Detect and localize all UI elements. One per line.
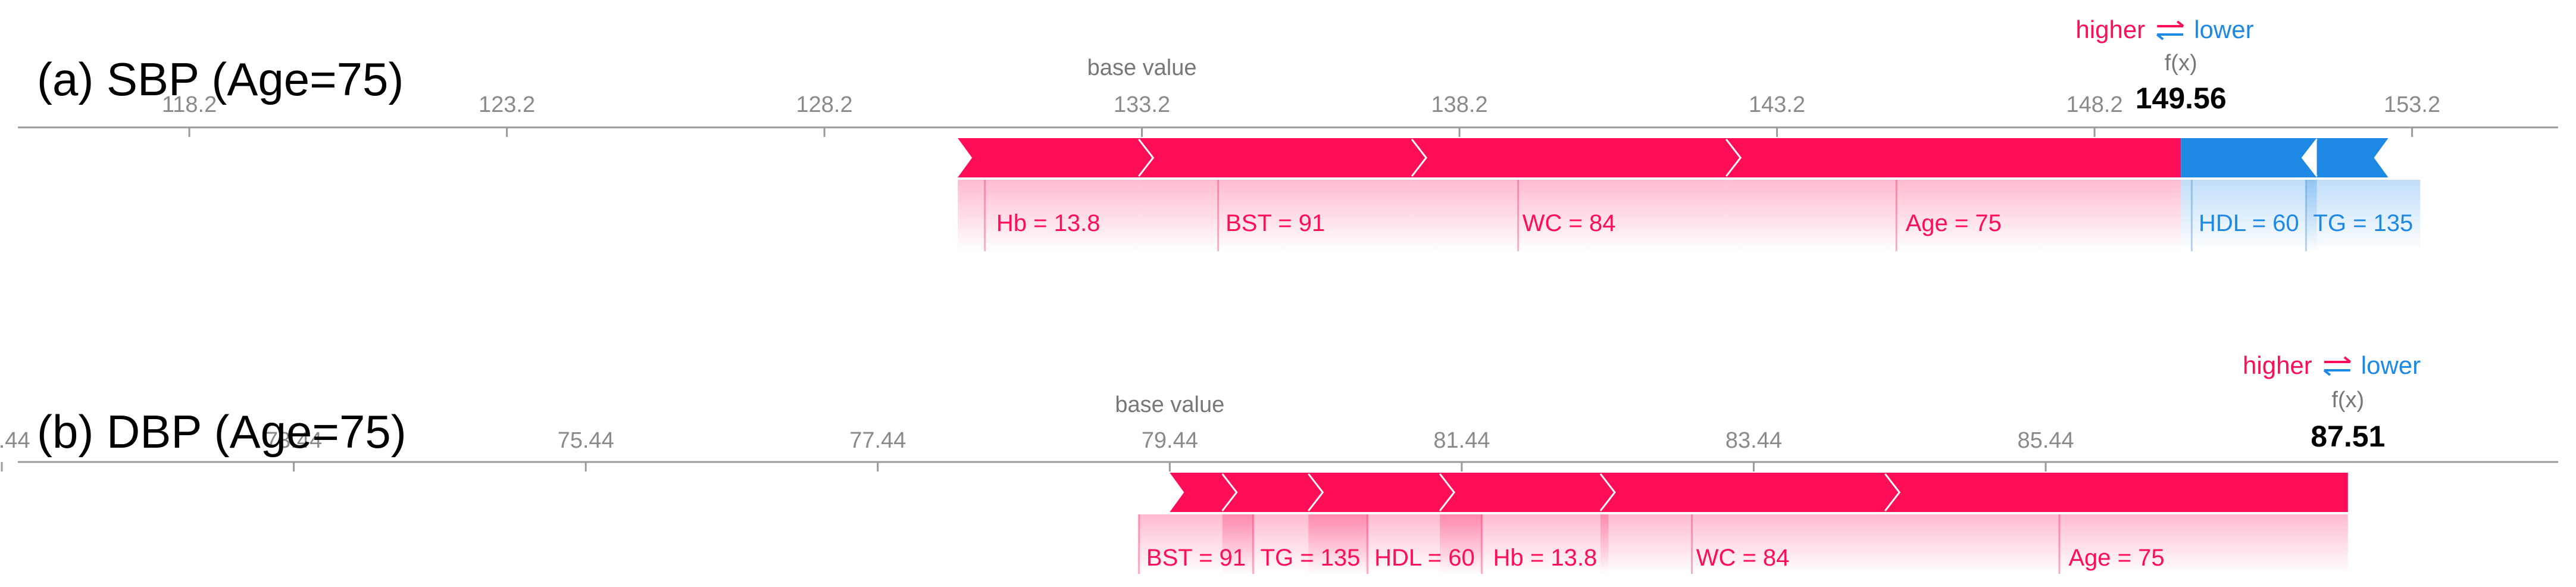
segment-divider: [1439, 473, 1455, 511]
positive-force-segment: [1222, 473, 1323, 512]
x-tick-label: 81.44: [1433, 428, 1490, 453]
positive-force-segment: [1885, 473, 2348, 512]
x-tick-label: 133.2: [1114, 92, 1170, 117]
panel-title: (a) SBP (Age=75): [37, 53, 404, 105]
feature-label: Age = 75: [1906, 210, 2002, 236]
feature-label: HDL = 60: [2199, 210, 2299, 236]
label-fade-column: [2181, 180, 2317, 251]
feature-label: TG = 135: [2313, 210, 2413, 236]
x-tick-label: 118.2: [162, 92, 217, 117]
fx-value: 149.56: [2136, 82, 2227, 115]
positive-force-segment: [1308, 473, 1455, 512]
x-tick-label: 75.44: [558, 428, 614, 453]
force-plot-panel-2: 71.44 73.44 75.44 77.44 79.44 81.44 83.44 85.44…: [0, 351, 2558, 574]
label-fade-column: [2306, 180, 2421, 251]
segment-divider: [1221, 473, 1238, 511]
positive-force-segment: [1170, 473, 1237, 512]
legend-lower-label: lower: [2361, 351, 2421, 379]
label-fade-column: [1726, 180, 2181, 251]
segment-divider: [2301, 139, 2318, 177]
segment-divider: [1884, 473, 1901, 511]
positive-force-segment: [1139, 138, 1427, 177]
feature-label: WC = 84: [1696, 545, 1790, 571]
feature-label: Age = 75: [2068, 545, 2164, 571]
legend-lower-label: lower: [2194, 15, 2253, 43]
label-fade-column: [1139, 180, 1412, 251]
x-tick-label: 138.2: [1431, 92, 1488, 117]
swap-arrows-icon: [2323, 356, 2352, 376]
label-fade-column: [958, 180, 1139, 251]
x-tick-label: 148.2: [2067, 92, 2123, 117]
swap-arrows-icon: [2156, 20, 2184, 40]
segment-divider: [1138, 139, 1155, 177]
x-tick-label: 85.44: [2017, 428, 2074, 453]
x-tick-label: 73.44: [265, 428, 322, 453]
legend: higher lower: [2243, 351, 2421, 379]
negative-force-segment: [2181, 138, 2317, 177]
feature-label: BST = 91: [1226, 210, 1325, 236]
fx-value: 87.51: [2311, 420, 2385, 453]
segment-divider: [1599, 473, 1616, 511]
feature-label: WC = 84: [1523, 210, 1616, 236]
fx-label: f(x): [2331, 388, 2364, 413]
label-fade-column: [1308, 514, 1482, 574]
feature-label: Hb = 13.8: [1493, 545, 1598, 571]
legend: higher lower: [2075, 15, 2253, 43]
positive-force-segment: [1412, 138, 1741, 177]
positive-force-segment: [958, 138, 1153, 177]
fx-label: f(x): [2165, 51, 2197, 76]
x-tick-label: 71.44: [0, 428, 30, 453]
label-fade-column: [1600, 514, 1886, 574]
label-fade-column: [1412, 180, 1727, 251]
base-value-label: base value: [1087, 55, 1197, 80]
positive-force-segment: [1726, 138, 2181, 177]
negative-force-segment: [2316, 138, 2389, 177]
segment-divider: [1308, 473, 1324, 511]
label-fade-column: [1885, 514, 2348, 574]
x-tick-label: 77.44: [849, 428, 906, 453]
positive-force-segment: [1600, 473, 1900, 512]
x-tick-label: 128.2: [796, 92, 853, 117]
x-tick-label: 143.2: [1749, 92, 1805, 117]
feature-label: Hb = 13.8: [996, 210, 1101, 236]
force-plot-panel-1: 118.2 123.2 128.2 133.2 138.2 143.2 148.2 153.2…: [18, 15, 2558, 251]
x-tick-label: 153.2: [2384, 92, 2440, 117]
label-fade-column: [1440, 514, 1609, 574]
segment-divider: [1411, 139, 1427, 177]
positive-force-segment: [1440, 473, 1615, 512]
x-tick-label: 79.44: [1142, 428, 1198, 453]
panel-title: (b) DBP (Age=75): [37, 405, 407, 458]
legend-higher-label: higher: [2243, 351, 2312, 379]
x-tick-label: 123.2: [479, 92, 535, 117]
legend-higher-label: higher: [2075, 15, 2145, 43]
x-tick-label: 83.44: [1725, 428, 1782, 453]
base-value-label: base value: [1115, 392, 1224, 417]
segment-divider: [1725, 139, 1742, 177]
